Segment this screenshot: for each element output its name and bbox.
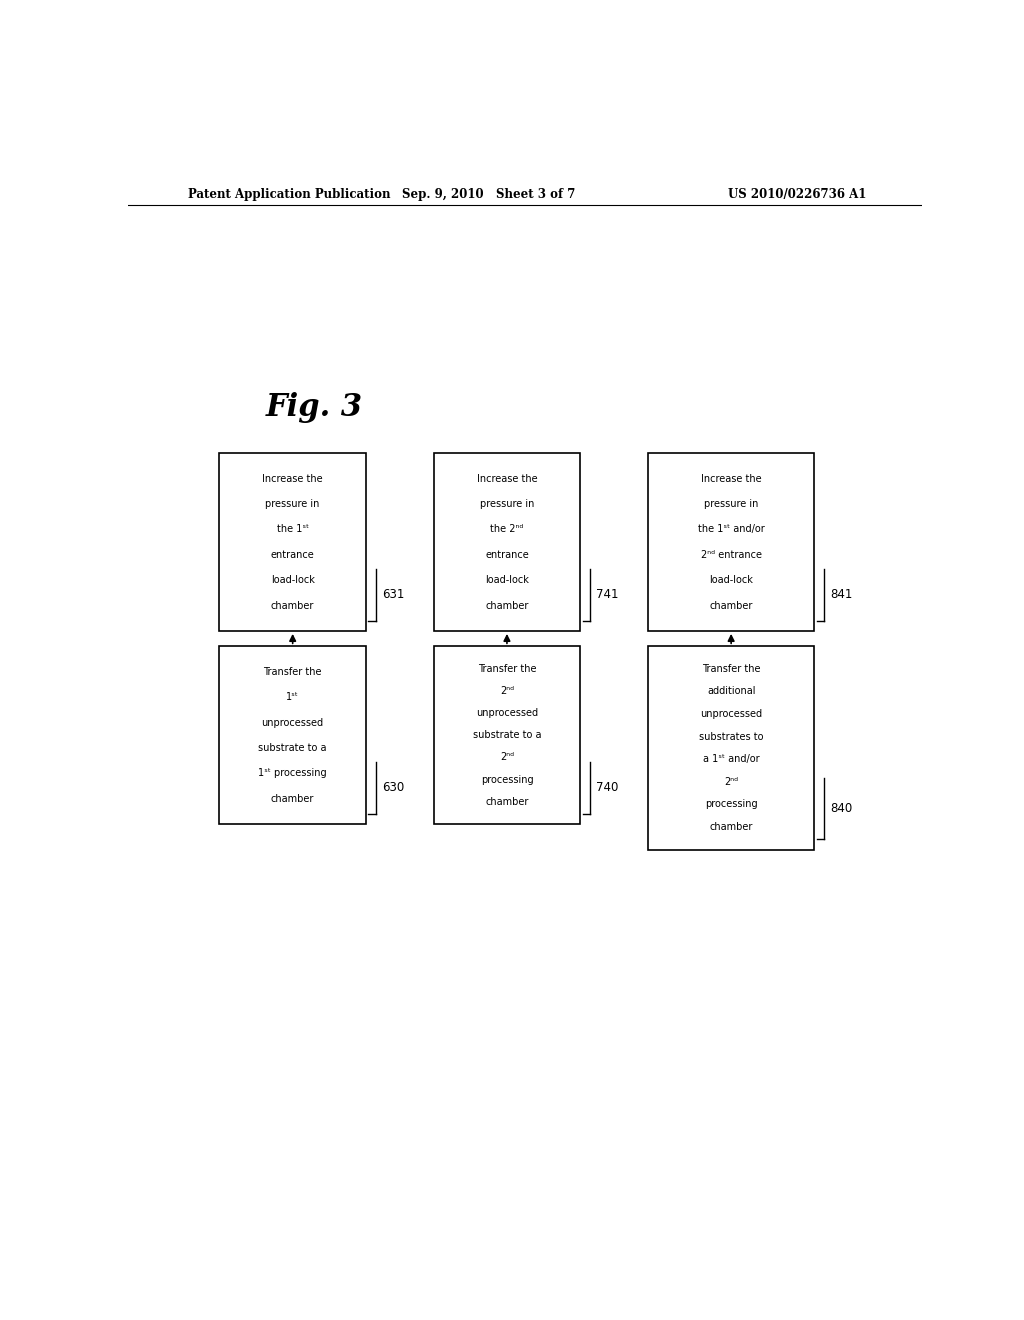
Text: Patent Application Publication: Patent Application Publication bbox=[187, 189, 390, 202]
Text: Transfer the: Transfer the bbox=[263, 667, 322, 677]
Text: 1ˢᵗ processing: 1ˢᵗ processing bbox=[258, 768, 327, 779]
Text: the 1ˢᵗ: the 1ˢᵗ bbox=[276, 524, 308, 535]
Text: Transfer the: Transfer the bbox=[701, 664, 761, 673]
Text: chamber: chamber bbox=[485, 601, 528, 611]
Text: pressure in: pressure in bbox=[703, 499, 759, 510]
Text: the 2ⁿᵈ: the 2ⁿᵈ bbox=[490, 524, 523, 535]
Text: 1ˢᵗ: 1ˢᵗ bbox=[287, 692, 299, 702]
Text: entrance: entrance bbox=[485, 550, 528, 560]
Text: 2ⁿᵈ entrance: 2ⁿᵈ entrance bbox=[700, 550, 762, 560]
Text: 630: 630 bbox=[382, 781, 404, 795]
Text: 841: 841 bbox=[830, 589, 853, 602]
Text: load-lock: load-lock bbox=[270, 576, 314, 585]
Text: load-lock: load-lock bbox=[710, 576, 753, 585]
Text: Fig. 3: Fig. 3 bbox=[266, 392, 364, 422]
Text: Increase the: Increase the bbox=[476, 474, 538, 483]
Text: substrate to a: substrate to a bbox=[258, 743, 327, 752]
Text: a 1ˢᵗ and/or: a 1ˢᵗ and/or bbox=[702, 754, 760, 764]
Text: processing: processing bbox=[705, 800, 758, 809]
Text: pressure in: pressure in bbox=[265, 499, 319, 510]
Bar bbox=[648, 647, 814, 850]
Text: Sep. 9, 2010   Sheet 3 of 7: Sep. 9, 2010 Sheet 3 of 7 bbox=[402, 189, 575, 202]
Text: processing: processing bbox=[480, 775, 534, 784]
Text: entrance: entrance bbox=[270, 550, 314, 560]
Bar bbox=[433, 453, 581, 631]
Text: unprocessed: unprocessed bbox=[476, 708, 538, 718]
Text: US 2010/0226736 A1: US 2010/0226736 A1 bbox=[728, 189, 866, 202]
Bar bbox=[219, 647, 367, 824]
Text: Increase the: Increase the bbox=[262, 474, 323, 483]
Text: Transfer the: Transfer the bbox=[477, 664, 537, 673]
Text: chamber: chamber bbox=[485, 797, 528, 807]
Bar bbox=[433, 647, 581, 824]
Text: Increase the: Increase the bbox=[700, 474, 762, 483]
Text: substrate to a: substrate to a bbox=[473, 730, 542, 741]
Text: chamber: chamber bbox=[710, 822, 753, 832]
Text: substrates to: substrates to bbox=[699, 731, 763, 742]
Text: chamber: chamber bbox=[271, 601, 314, 611]
Text: unprocessed: unprocessed bbox=[261, 718, 324, 727]
Text: 2ⁿᵈ: 2ⁿᵈ bbox=[500, 685, 514, 696]
Text: pressure in: pressure in bbox=[480, 499, 535, 510]
Bar bbox=[219, 453, 367, 631]
Text: 631: 631 bbox=[382, 589, 404, 602]
Text: 840: 840 bbox=[830, 803, 853, 816]
Text: 2ⁿᵈ: 2ⁿᵈ bbox=[724, 776, 738, 787]
Text: chamber: chamber bbox=[271, 793, 314, 804]
Text: unprocessed: unprocessed bbox=[700, 709, 762, 719]
Text: 740: 740 bbox=[596, 781, 618, 795]
Text: additional: additional bbox=[707, 686, 756, 697]
Text: 2ⁿᵈ: 2ⁿᵈ bbox=[500, 752, 514, 763]
Text: load-lock: load-lock bbox=[485, 576, 528, 585]
Text: 741: 741 bbox=[596, 589, 618, 602]
Text: the 1ˢᵗ and/or: the 1ˢᵗ and/or bbox=[697, 524, 765, 535]
Text: chamber: chamber bbox=[710, 601, 753, 611]
Bar bbox=[648, 453, 814, 631]
